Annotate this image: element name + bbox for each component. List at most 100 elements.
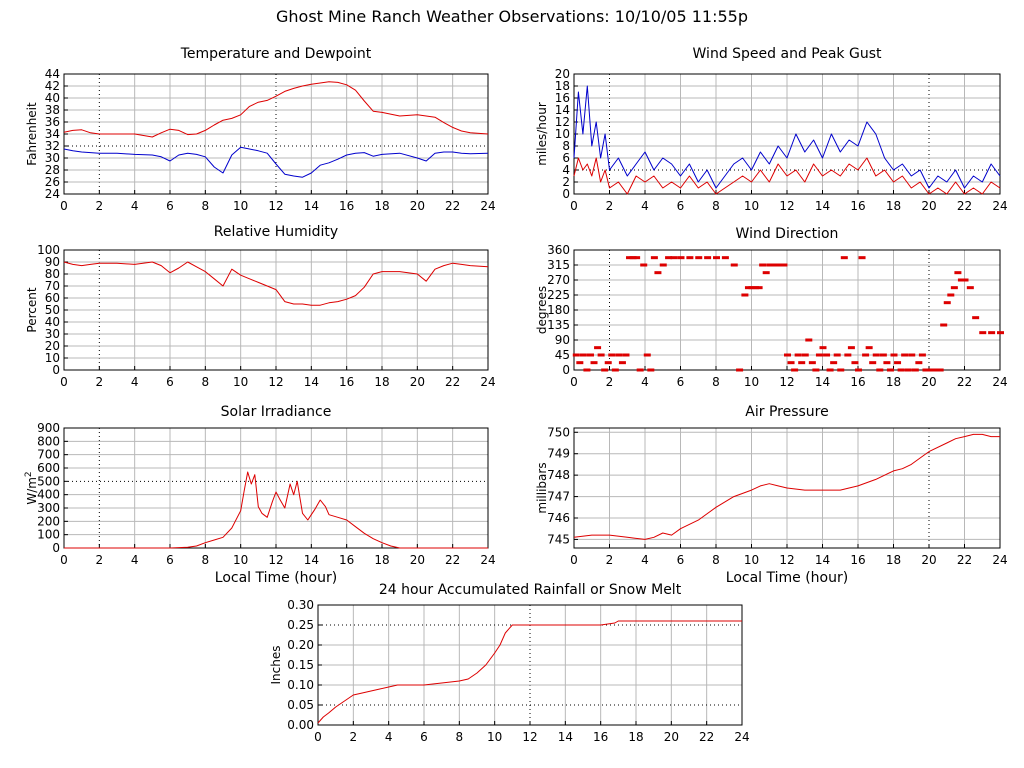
wind-direction-point: [933, 368, 941, 372]
rainfall-title: 24 hour Accumulated Rainfall or Snow Mel…: [379, 582, 682, 598]
wind-direction-xtick-label: 4: [641, 375, 649, 389]
wind-direction-xtick-label: 0: [570, 375, 578, 389]
solar-xtick-label: 22: [445, 553, 460, 567]
wind-direction-point: [759, 263, 767, 267]
wind-speed-xtick-label: 0: [570, 199, 578, 213]
wind-direction-ytick-label: 270: [547, 273, 570, 287]
wind-direction-point: [830, 361, 838, 365]
wind-direction-point: [597, 353, 605, 357]
solar-ytick-label: 800: [37, 434, 60, 448]
wind-direction-point: [862, 353, 870, 357]
solar-ytick-label: 900: [37, 421, 60, 435]
solar-xtick-label: 20: [410, 553, 425, 567]
wind-speed-xtick-label: 16: [850, 199, 865, 213]
wind-direction-point: [926, 368, 933, 372]
wind-direction-xtick-label: 8: [712, 375, 720, 389]
rainfall-ytick-label: 0.05: [287, 698, 314, 712]
rainfall-xtick-label: 10: [487, 730, 502, 744]
wind-direction-point: [918, 353, 926, 357]
wind-direction-point: [695, 256, 703, 260]
wind-direction-point: [643, 353, 651, 357]
pressure-xtick-label: 4: [641, 553, 649, 567]
wind-direction-point: [608, 353, 616, 357]
temperature-ytick-label: 38: [45, 103, 60, 117]
wind-direction-point: [879, 353, 887, 357]
wind-speed-ytick-label: 10: [555, 127, 570, 141]
wind-direction-point: [819, 346, 827, 350]
wind-direction-ytick-label: 225: [547, 288, 570, 302]
rainfall-xtick-label: 22: [699, 730, 714, 744]
humidity-xtick-label: 22: [445, 375, 460, 389]
wind-direction-point: [748, 286, 756, 290]
wind-speed-xtick-label: 6: [677, 199, 685, 213]
humidity-xtick-label: 12: [268, 375, 283, 389]
temperature-series-1-line: [63, 146, 489, 178]
wind-direction-point: [957, 278, 965, 282]
temperature-ytick-label: 30: [45, 151, 60, 165]
solar-xtick-label: 10: [233, 553, 248, 567]
wind-direction-series-0: [572, 256, 1004, 372]
wind-direction-point: [812, 368, 820, 372]
pressure-xtick-label: 2: [606, 553, 614, 567]
wind-direction-xtick-label: 6: [677, 375, 685, 389]
wind-direction-point: [670, 256, 678, 260]
solar-xtick-label: 24: [480, 553, 495, 567]
wind-direction-point: [904, 368, 912, 372]
wind-direction-point: [901, 353, 909, 357]
humidity-ytick-label: 100: [37, 243, 60, 257]
rainfall-ytick-label: 0.00: [287, 718, 314, 732]
wind-direction-point: [755, 286, 763, 290]
humidity-ytick-label: 0: [52, 363, 60, 377]
wind-direction-point: [773, 263, 781, 267]
wind-direction-xtick-label: 10: [744, 375, 759, 389]
temperature-xtick-label: 12: [268, 199, 283, 213]
rainfall-ylabel: Inches: [269, 646, 283, 685]
wind-direction-point: [858, 256, 866, 260]
wind-direction-point: [618, 361, 626, 365]
wind-direction-point: [647, 368, 655, 372]
wind-direction-point: [883, 361, 891, 365]
wind-speed-xtick-label: 10: [744, 199, 759, 213]
wind-speed-xtick-label: 12: [779, 199, 794, 213]
wind-direction-xtick-label: 14: [815, 375, 830, 389]
rainfall-ytick-label: 0.30: [287, 598, 314, 612]
rainfall-ytick-label: 0.15: [287, 658, 314, 672]
humidity-ylabel: Percent: [25, 287, 39, 332]
wind-direction-point: [594, 346, 602, 350]
wind-direction-xtick-label: 24: [992, 375, 1007, 389]
solar-series-0-line: [64, 471, 488, 549]
humidity-xtick-label: 16: [339, 375, 354, 389]
rainfall-xtick-label: 18: [628, 730, 643, 744]
humidity-xtick-label: 24: [480, 375, 495, 389]
wind-direction-point: [752, 286, 760, 290]
solar-ytick-label: 100: [37, 528, 60, 542]
wind-direction-point: [736, 368, 744, 372]
wind-direction-point: [787, 361, 795, 365]
pressure-ytick-label: 747: [547, 490, 570, 504]
humidity-ytick-label: 30: [45, 327, 60, 341]
temperature-ylabel: Fahrenheit: [25, 102, 39, 166]
wind-speed-xtick-label: 22: [957, 199, 972, 213]
wind-direction-point: [629, 256, 637, 260]
wind-direction-ytick-label: 360: [547, 243, 570, 257]
wind-speed-ytick-label: 16: [555, 91, 570, 105]
wind-direction-point: [801, 353, 809, 357]
wind-direction-point: [762, 271, 770, 275]
wind-direction-xtick-label: 16: [850, 375, 865, 389]
solar-title: Solar Irradiance: [221, 404, 332, 420]
wind-direction-point: [911, 368, 919, 372]
pressure-xtick-label: 20: [921, 553, 936, 567]
solar-xlabel: Local Time (hour): [215, 570, 337, 586]
rainfall-ytick-label: 0.25: [287, 618, 314, 632]
rainfall-xtick-label: 6: [420, 730, 428, 744]
wind-direction-xtick-label: 22: [957, 375, 972, 389]
wind-speed-xtick-label: 8: [712, 199, 720, 213]
temperature-ytick-label: 42: [45, 79, 60, 93]
humidity-xtick-label: 2: [96, 375, 104, 389]
wind-direction-point: [869, 361, 877, 365]
temperature-xtick-label: 16: [339, 199, 354, 213]
humidity-series-0-line: [63, 261, 489, 306]
wind-direction-point: [950, 286, 958, 290]
